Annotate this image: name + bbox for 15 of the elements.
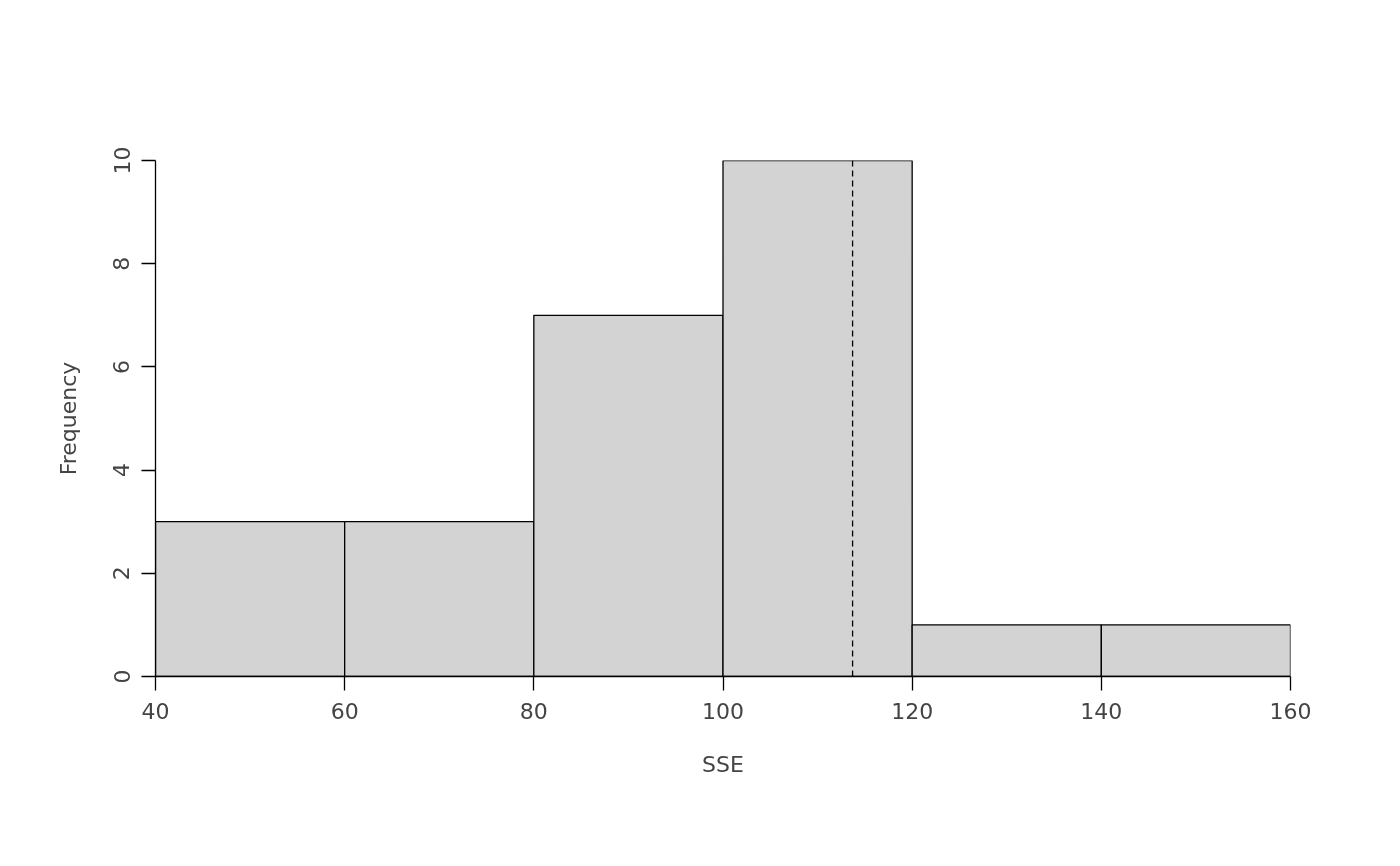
x-tick-label: 60	[330, 698, 359, 724]
y-tick-label: 6	[109, 359, 135, 374]
y-tick-label: 10	[109, 146, 135, 175]
y-tick-label: 8	[109, 256, 135, 271]
x-tick-label: 100	[702, 698, 744, 724]
y-axis-title: Frequency	[55, 361, 81, 476]
x-tick-label: 160	[1269, 698, 1312, 724]
x-axis-title: SSE	[702, 751, 744, 777]
y-tick-label: 4	[109, 463, 135, 478]
y-tick-label: 2	[109, 566, 135, 581]
x-tick-label: 40	[141, 698, 170, 724]
x-tick-label: 80	[519, 698, 548, 724]
x-tick-label: 120	[891, 698, 934, 724]
y-tick-label: 0	[109, 669, 135, 684]
x-tick-label: 140	[1080, 698, 1123, 724]
